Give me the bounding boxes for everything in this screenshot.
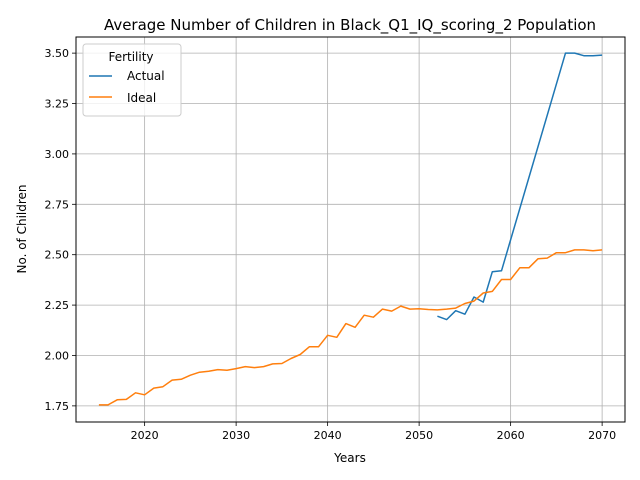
series-lines <box>98 52 603 406</box>
plot-frame <box>75 36 626 423</box>
y-tick-label: 2.75 <box>45 198 70 211</box>
y-axis-label: No. of Children <box>15 184 29 273</box>
series-line-actual <box>437 52 603 321</box>
series-line-ideal <box>98 249 603 406</box>
y-tick-label: 3.00 <box>45 148 70 161</box>
legend-box <box>82 43 182 117</box>
chart-title: Average Number of Children in Black_Q1_I… <box>104 16 596 35</box>
y-tick-label: 3.50 <box>45 47 70 60</box>
x-tick-label: 2030 <box>222 429 250 442</box>
y-tick-label: 3.25 <box>45 98 70 111</box>
x-tick-label: 2050 <box>405 429 433 442</box>
x-tick-label: 2070 <box>588 429 616 442</box>
legend: Fertility Actual Ideal <box>82 43 182 117</box>
legend-label-actual: Actual <box>127 69 165 83</box>
legend-label-ideal: Ideal <box>127 91 156 105</box>
y-tick-label: 1.75 <box>45 400 70 413</box>
y-tick-label: 2.00 <box>45 349 70 362</box>
x-tick-label: 2060 <box>497 429 525 442</box>
x-axis-label: Years <box>333 451 366 465</box>
legend-title: Fertility <box>108 50 153 64</box>
x-tick-label: 2020 <box>131 429 159 442</box>
y-axis: 1.75 2.00 2.25 2.50 2.75 3.00 3.25 3.50 <box>45 47 76 413</box>
x-tick-label: 2040 <box>314 429 342 442</box>
grid-lines <box>76 37 625 422</box>
y-tick-label: 2.25 <box>45 299 70 312</box>
y-tick-label: 2.50 <box>45 249 70 262</box>
x-axis: 2020 2030 2040 2050 2060 2070 <box>131 422 616 442</box>
